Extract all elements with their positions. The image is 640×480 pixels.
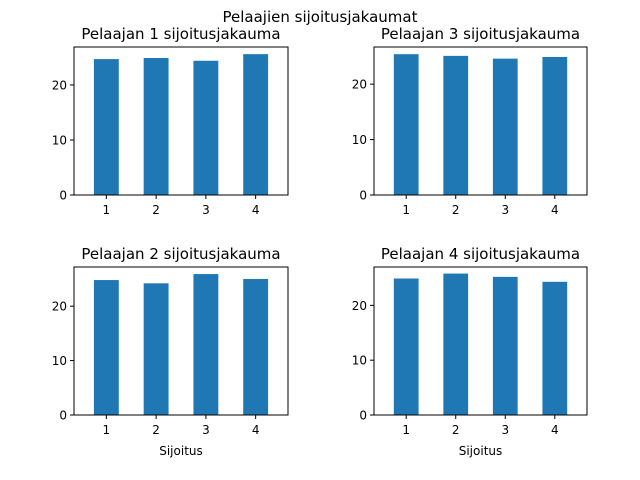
y-tick-label: 0	[359, 409, 367, 423]
x-tick-label: 4	[551, 203, 559, 217]
x-tick-label: 3	[501, 203, 509, 217]
y-tick-label: 20	[352, 299, 367, 313]
y-tick-label: 10	[352, 354, 367, 368]
bar-2	[143, 58, 169, 195]
x-tick-label: 4	[252, 423, 260, 437]
x-tick-label: 1	[103, 203, 111, 217]
x-axis-label: Sijoitus	[459, 444, 503, 458]
subplot-title: Pelaajan 1 sijoitusjakauma	[81, 25, 280, 43]
x-tick-label: 2	[152, 203, 160, 217]
axes-frame	[373, 266, 588, 416]
x-tick-label: 3	[202, 203, 210, 217]
axes-frame	[73, 266, 289, 416]
subplot-title: Pelaajan 4 sijoitusjakauma	[381, 245, 580, 263]
x-axis-label: Sijoitus	[159, 444, 203, 458]
bar-1	[93, 280, 119, 415]
bar-2	[143, 283, 169, 415]
y-tick-label: 20	[52, 300, 67, 314]
bar-4	[243, 54, 269, 195]
y-tick-label: 20	[352, 78, 367, 92]
y-tick-label: 10	[352, 133, 367, 147]
bar-1	[393, 278, 419, 415]
y-tick-label: 0	[59, 409, 67, 423]
bar-1	[393, 54, 419, 195]
x-tick-label: 2	[152, 423, 160, 437]
bar-4	[542, 281, 568, 415]
subplot-title: Pelaajan 3 sijoitusjakauma	[381, 25, 580, 43]
axes-frame	[373, 46, 588, 196]
bar-4	[542, 56, 568, 196]
subplot-4: Pelaajan 4 sijoitusjakauma 1 2 3 4 0 10 20 Sijoi…	[352, 245, 588, 458]
y-tick-label: 0	[359, 189, 367, 203]
subplot-2: Pelaajan 3 sijoitusjakauma 1 2 3 4 0 10 20	[352, 25, 588, 217]
y-tick-label: 10	[52, 354, 67, 368]
subplot-title: Pelaajan 2 sijoitusjakauma	[81, 245, 280, 263]
x-tick-label: 1	[402, 423, 410, 437]
figure-title: Pelaajien sijoitusjakaumat	[223, 8, 418, 26]
x-tick-label: 3	[202, 423, 210, 437]
y-tick-label: 0	[59, 189, 67, 203]
y-tick-label: 10	[52, 133, 67, 147]
y-tick-label: 20	[52, 78, 67, 92]
bar-3	[492, 58, 518, 196]
bar-3	[193, 60, 219, 196]
x-tick-label: 1	[402, 203, 410, 217]
x-tick-label: 1	[103, 423, 111, 437]
subplot-3: Pelaajan 2 sijoitusjakauma 1 2 3 4 0 10 20 Sijoi…	[52, 245, 289, 458]
x-tick-label: 2	[452, 423, 460, 437]
x-tick-label: 3	[501, 423, 509, 437]
bar-1	[93, 59, 119, 195]
x-tick-label: 4	[252, 203, 260, 217]
bar-4	[243, 278, 269, 415]
axes-frame	[73, 46, 289, 196]
x-tick-label: 4	[551, 423, 559, 437]
bar-2	[443, 55, 469, 196]
subplot-1: Pelaajan 1 sijoitusjakauma 1 2 3 4 0 10 20	[52, 25, 289, 217]
x-tick-label: 2	[452, 203, 460, 217]
bar-3	[193, 274, 219, 415]
bar-2	[443, 273, 469, 415]
bar-3	[492, 276, 518, 415]
